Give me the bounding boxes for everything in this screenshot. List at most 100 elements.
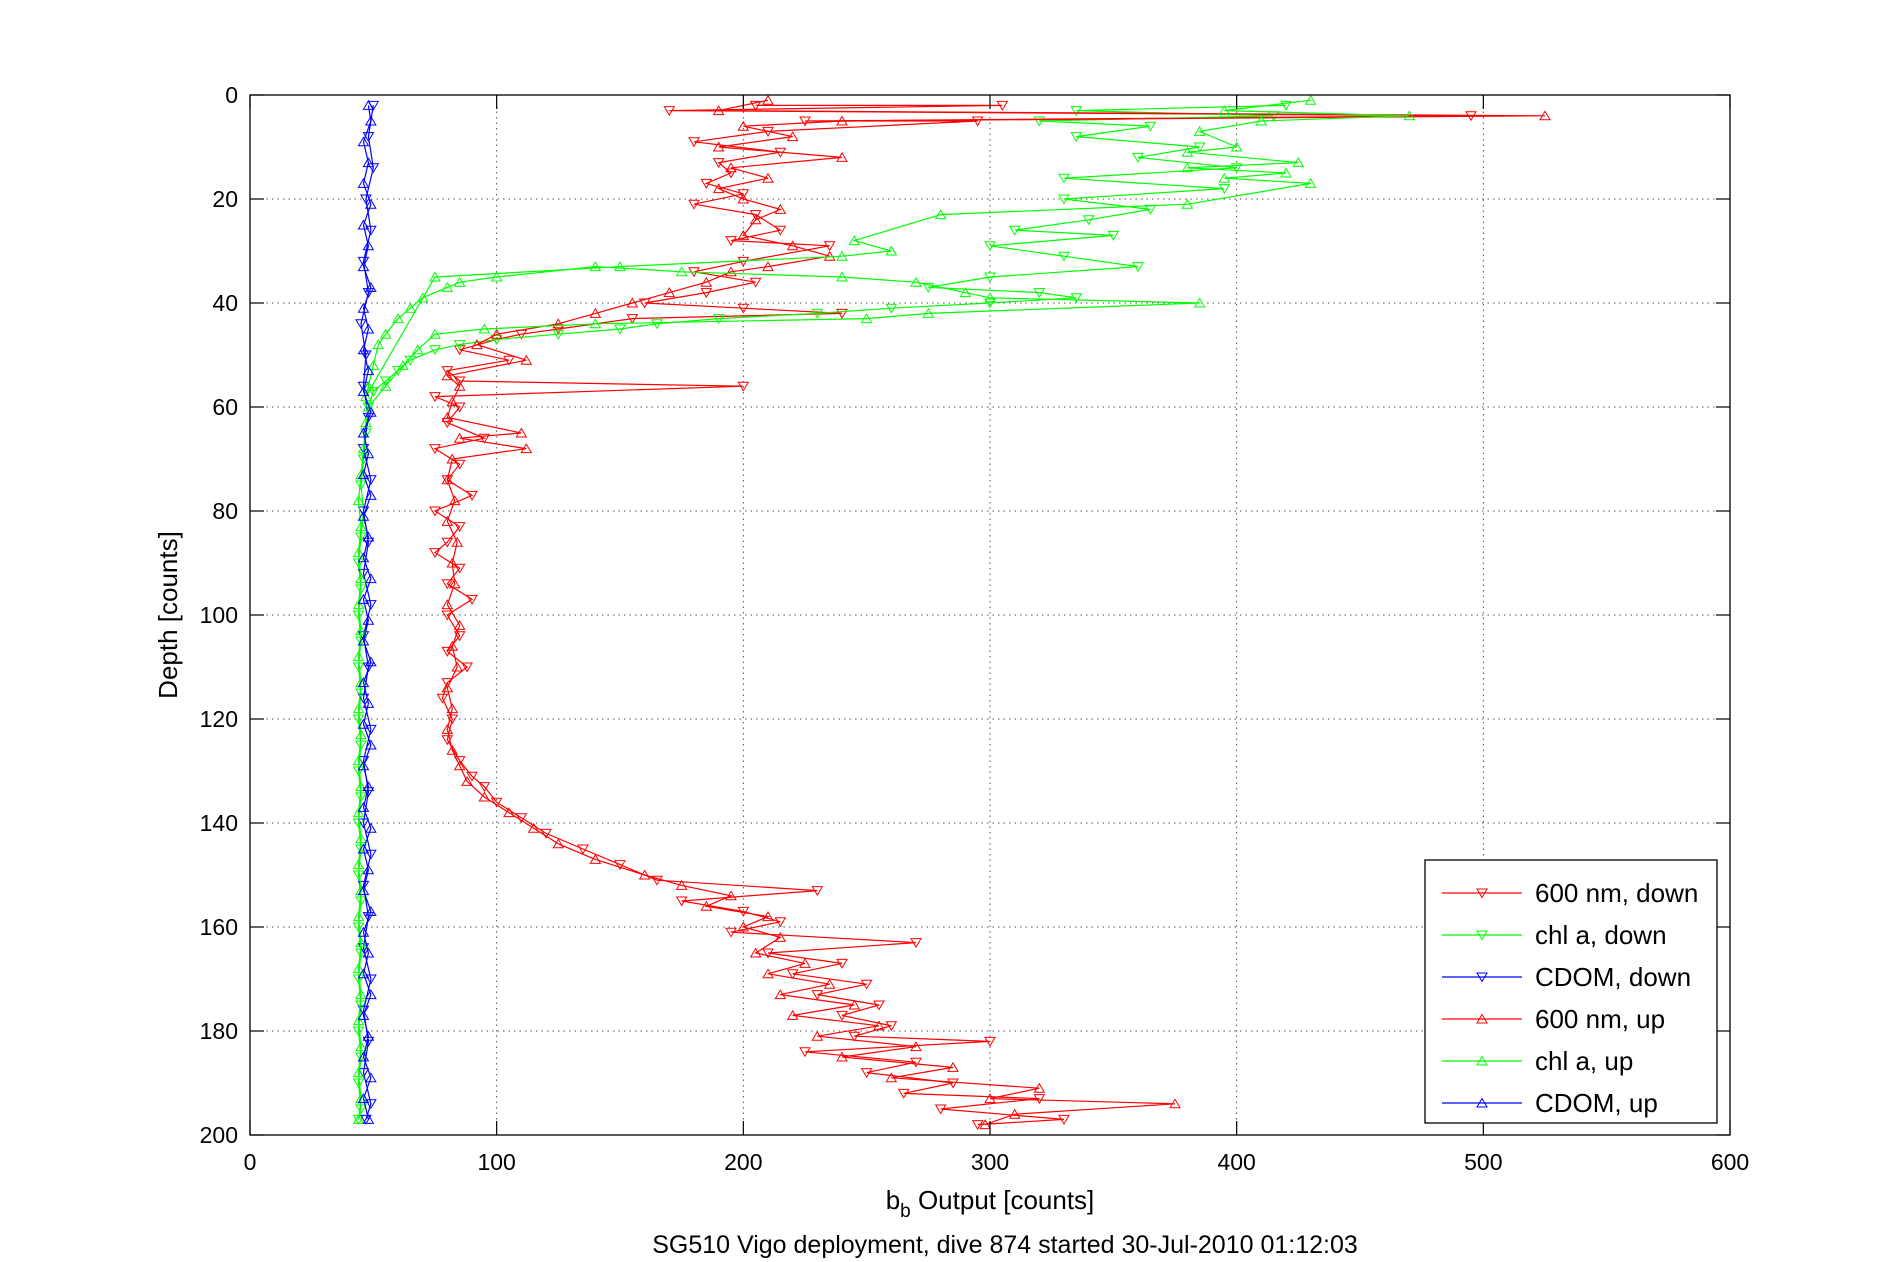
data-point-marker bbox=[749, 277, 762, 288]
data-point-marker bbox=[441, 418, 454, 429]
data-point-marker bbox=[461, 662, 473, 673]
data-point-marker bbox=[1058, 1114, 1070, 1125]
data-point-marker bbox=[614, 860, 626, 871]
y-tick-label: 0 bbox=[225, 82, 238, 108]
data-point-marker bbox=[364, 974, 377, 985]
legend-swatch-marker bbox=[1476, 1055, 1488, 1066]
data-point-marker bbox=[1058, 173, 1070, 184]
data-point-marker bbox=[451, 536, 464, 547]
data-point-marker bbox=[441, 682, 454, 693]
legend-swatch-marker bbox=[1476, 1097, 1488, 1108]
data-point-marker bbox=[352, 911, 365, 922]
series-layer bbox=[352, 94, 1551, 1131]
data-point-marker bbox=[811, 1030, 824, 1041]
data-point-marker bbox=[364, 739, 377, 750]
data-point-marker bbox=[749, 100, 762, 111]
data-point-marker bbox=[971, 116, 984, 127]
legend-label: CDOM, up bbox=[1535, 1088, 1658, 1118]
series-600-nm-up bbox=[441, 94, 1551, 1130]
series-cdom-up bbox=[357, 99, 377, 1124]
data-point-marker bbox=[352, 495, 365, 506]
data-point-marker bbox=[675, 896, 688, 907]
data-point-marker bbox=[1144, 121, 1157, 132]
data-point-marker bbox=[737, 120, 750, 131]
data-point-marker bbox=[1255, 115, 1268, 126]
data-point-marker bbox=[446, 557, 459, 568]
data-point-marker bbox=[786, 1009, 799, 1020]
data-point-marker bbox=[1230, 141, 1243, 152]
data-point-marker bbox=[836, 151, 848, 162]
data-point-marker bbox=[910, 276, 922, 287]
data-point-marker bbox=[626, 314, 639, 325]
data-point-marker bbox=[626, 297, 639, 308]
data-point-marker bbox=[362, 323, 375, 334]
data-point-marker bbox=[362, 448, 375, 459]
data-point-marker bbox=[429, 444, 441, 455]
data-point-marker bbox=[836, 271, 848, 282]
data-point-marker bbox=[1033, 1094, 1046, 1105]
data-point-marker bbox=[357, 801, 370, 812]
data-point-marker bbox=[540, 828, 552, 839]
data-point-marker bbox=[1132, 152, 1144, 163]
legend-label: chl a, down bbox=[1535, 920, 1667, 950]
data-point-marker bbox=[357, 968, 370, 979]
data-point-marker bbox=[737, 921, 750, 932]
data-point-marker bbox=[453, 402, 466, 413]
y-tick-label: 140 bbox=[200, 810, 238, 836]
data-point-marker bbox=[885, 1072, 898, 1083]
data-point-marker bbox=[1070, 106, 1083, 117]
data-point-marker bbox=[712, 158, 725, 169]
data-point-marker bbox=[441, 646, 454, 657]
data-point-marker bbox=[1033, 1082, 1046, 1093]
data-point-marker bbox=[799, 957, 811, 968]
data-point-marker bbox=[355, 480, 367, 491]
data-point-marker bbox=[466, 771, 478, 782]
data-point-marker bbox=[355, 521, 367, 532]
data-point-marker bbox=[700, 288, 713, 299]
data-point-marker bbox=[352, 755, 365, 766]
data-point-marker bbox=[453, 563, 466, 574]
data-point-marker bbox=[688, 137, 700, 148]
data-point-marker bbox=[453, 345, 466, 356]
data-point-marker bbox=[362, 531, 375, 542]
data-point-marker bbox=[355, 1104, 367, 1115]
data-point-marker bbox=[737, 303, 750, 314]
data-point-marker bbox=[910, 938, 922, 949]
data-point-marker bbox=[984, 292, 996, 303]
data-point-marker bbox=[453, 432, 466, 443]
data-point-marker bbox=[848, 1031, 861, 1042]
data-point-marker bbox=[364, 281, 377, 292]
y-tick-label: 20 bbox=[212, 186, 238, 212]
data-point-marker bbox=[934, 1104, 947, 1115]
data-point-marker bbox=[357, 926, 370, 937]
x-tick-label: 400 bbox=[1217, 1149, 1255, 1175]
data-point-marker bbox=[1033, 288, 1046, 299]
data-point-marker bbox=[441, 411, 454, 422]
data-point-marker bbox=[357, 635, 370, 646]
data-point-marker bbox=[448, 495, 461, 506]
series-line bbox=[360, 105, 374, 1120]
data-point-marker bbox=[873, 1000, 885, 1011]
data-point-marker bbox=[360, 194, 372, 205]
data-point-marker bbox=[362, 240, 375, 251]
data-point-marker bbox=[355, 584, 367, 595]
data-point-marker bbox=[362, 947, 375, 958]
data-point-marker bbox=[352, 1067, 365, 1078]
legend-label: 600 nm, down bbox=[1535, 878, 1698, 908]
data-point-marker bbox=[848, 999, 861, 1010]
data-point-marker bbox=[774, 203, 787, 214]
data-point-marker bbox=[357, 818, 370, 829]
data-point-marker bbox=[836, 958, 848, 969]
data-point-marker bbox=[379, 328, 392, 339]
data-point-marker bbox=[372, 339, 385, 350]
data-point-marker bbox=[749, 214, 762, 225]
data-point-marker bbox=[1280, 167, 1292, 178]
data-point-marker bbox=[700, 900, 713, 911]
data-point-marker bbox=[1304, 94, 1317, 105]
figure-caption: SG510 Vigo deployment, dive 874 started … bbox=[652, 1231, 1358, 1259]
data-point-marker bbox=[364, 1072, 377, 1083]
data-point-marker bbox=[885, 245, 898, 256]
data-point-marker bbox=[614, 324, 626, 335]
data-point-marker bbox=[360, 350, 372, 361]
axis-ticks: 0 100 200 300 400 500 600 0 20 40 60 80 100 120 140 160… bbox=[200, 82, 1750, 1175]
